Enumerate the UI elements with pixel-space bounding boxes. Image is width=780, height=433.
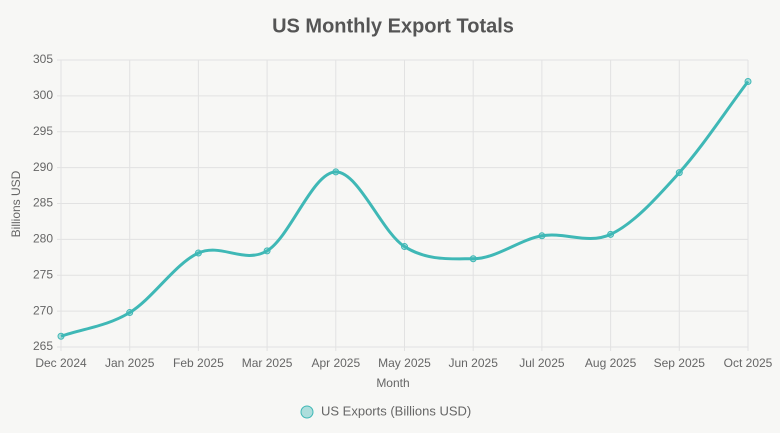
- x-tick-label: Feb 2025: [173, 356, 224, 370]
- x-tick-label: May 2025: [378, 356, 431, 370]
- data-point: [538, 232, 546, 240]
- x-tick-label: Jul 2025: [519, 356, 565, 370]
- chart-title: US Monthly Export Totals: [272, 15, 514, 37]
- data-point: [126, 309, 134, 317]
- data-point: [263, 247, 271, 255]
- y-tick-label: 300: [33, 88, 53, 102]
- series-line: [60, 80, 750, 338]
- data-point: [401, 243, 408, 251]
- x-tick-label: Sep 2025: [654, 356, 706, 370]
- y-tick-label: 265: [33, 339, 53, 353]
- data-point: [675, 169, 683, 177]
- data-point: [57, 332, 65, 340]
- legend-label: US Exports (Billions USD): [321, 403, 471, 418]
- x-tick-label: Aug 2025: [585, 356, 637, 370]
- y-tick-label: 285: [33, 196, 53, 210]
- y-axis-title: Billions USD: [9, 170, 23, 237]
- data-point: [194, 249, 202, 257]
- y-tick-label: 295: [33, 124, 53, 138]
- x-tick-label: Mar 2025: [242, 356, 293, 370]
- y-tick-label: 280: [33, 232, 53, 246]
- data-point: [332, 168, 340, 176]
- x-tick-label: Jan 2025: [105, 356, 155, 370]
- data-point: [607, 230, 615, 238]
- y-tick-label: 305: [33, 52, 53, 66]
- x-axis-title: Month: [376, 376, 409, 390]
- x-tick-label: Dec 2024: [35, 356, 87, 370]
- y-tick-label: 290: [33, 160, 53, 174]
- x-tick-label: Jun 2025: [449, 356, 499, 370]
- y-tick-label: 270: [33, 303, 53, 317]
- data-point: [744, 78, 752, 86]
- data-point: [469, 255, 477, 263]
- x-tick-label: Oct 2025: [724, 356, 773, 370]
- x-tick-label: Apr 2025: [311, 356, 360, 370]
- legend-marker: [300, 405, 314, 419]
- y-tick-label: 275: [33, 267, 53, 281]
